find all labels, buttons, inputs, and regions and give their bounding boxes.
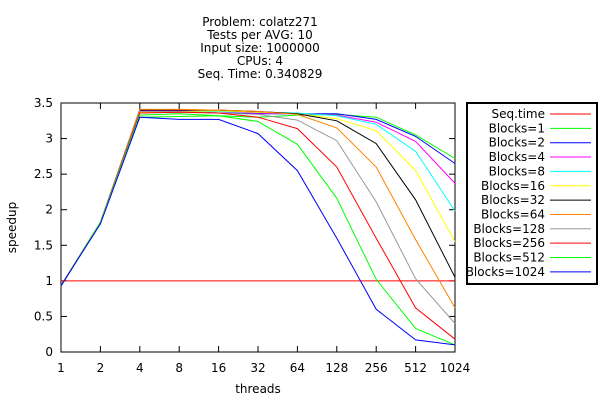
title-line: Problem: colatz271 (202, 15, 317, 29)
title-line: Seq. Time: 0.340829 (198, 67, 323, 81)
legend-label: Blocks=256 (473, 236, 545, 250)
legend-label: Blocks=64 (481, 207, 545, 221)
x-tick-label: 1 (57, 361, 65, 375)
legend-label: Blocks=32 (481, 193, 545, 207)
plot-area (60, 102, 456, 353)
y-axis-ticks: 0 0.5 1 1.5 2 2.5 3 3.5 (34, 96, 455, 359)
legend-label: Blocks=512 (473, 251, 545, 265)
series-line-blocks-32 (60, 109, 456, 287)
x-tick-label: 8 (175, 361, 183, 375)
x-tick-label: 64 (290, 361, 305, 375)
x-axis-title: threads (235, 382, 281, 396)
y-tick-label: 1 (45, 274, 53, 288)
x-tick-label: 4 (136, 361, 144, 375)
x-tick-label: 32 (250, 361, 265, 375)
series-line-blocks-512 (60, 113, 456, 346)
legend-label: Blocks=2 (489, 136, 545, 150)
x-tick-label: 16 (211, 361, 226, 375)
title-line: CPUs: 4 (237, 54, 283, 68)
series-line-blocks-1024 (60, 116, 456, 346)
title-line: Tests per AVG: 10 (206, 28, 313, 42)
legend-box (466, 102, 598, 285)
legend-label: Blocks=4 (489, 150, 545, 164)
legend: Seq.timeBlocks=1Blocks=2Blocks=4Blocks=8… (466, 102, 598, 285)
series-line-blocks-8 (60, 111, 456, 287)
y-tick-label: 2.5 (34, 167, 53, 181)
series-lines (60, 108, 456, 346)
y-tick-label: 3 (45, 132, 53, 146)
x-tick-label: 1024 (440, 361, 471, 375)
y-tick-label: 0.5 (34, 309, 53, 323)
series-line-blocks-16 (60, 110, 456, 287)
y-tick-label: 3.5 (34, 96, 53, 110)
legend-label: Blocks=1 (489, 121, 545, 135)
x-tick-label: 512 (404, 361, 427, 375)
y-tick-label: 1.5 (34, 238, 53, 252)
title-line: Input size: 1000000 (200, 41, 319, 55)
series-line-blocks-1 (60, 113, 456, 287)
series-line-blocks-256 (60, 111, 456, 340)
x-tick-label: 2 (97, 361, 105, 375)
x-axis-label: threads (235, 382, 281, 396)
legend-label: Blocks=8 (489, 164, 545, 178)
y-axis-title: speedup (5, 202, 19, 253)
series-line-blocks-2 (60, 108, 456, 287)
x-axis-ticks: 1 2 4 8 16 32 64 128 256 512 1024 (57, 103, 470, 375)
legend-label: Seq.time (491, 107, 545, 121)
y-tick-label: 0 (45, 345, 53, 359)
legend-label: Blocks=16 (481, 179, 545, 193)
y-tick-label: 2 (45, 203, 53, 217)
series-line-blocks-64 (60, 108, 456, 309)
y-axis-label: speedup (5, 202, 19, 253)
legend-label: Blocks=128 (473, 222, 545, 236)
legend-label: Blocks=1024 (466, 265, 545, 279)
x-tick-label: 256 (365, 361, 388, 375)
plot-border (60, 102, 456, 353)
series-line-blocks-128 (60, 111, 456, 324)
x-tick-label: 128 (325, 361, 348, 375)
series-line-blocks-4 (60, 110, 456, 287)
